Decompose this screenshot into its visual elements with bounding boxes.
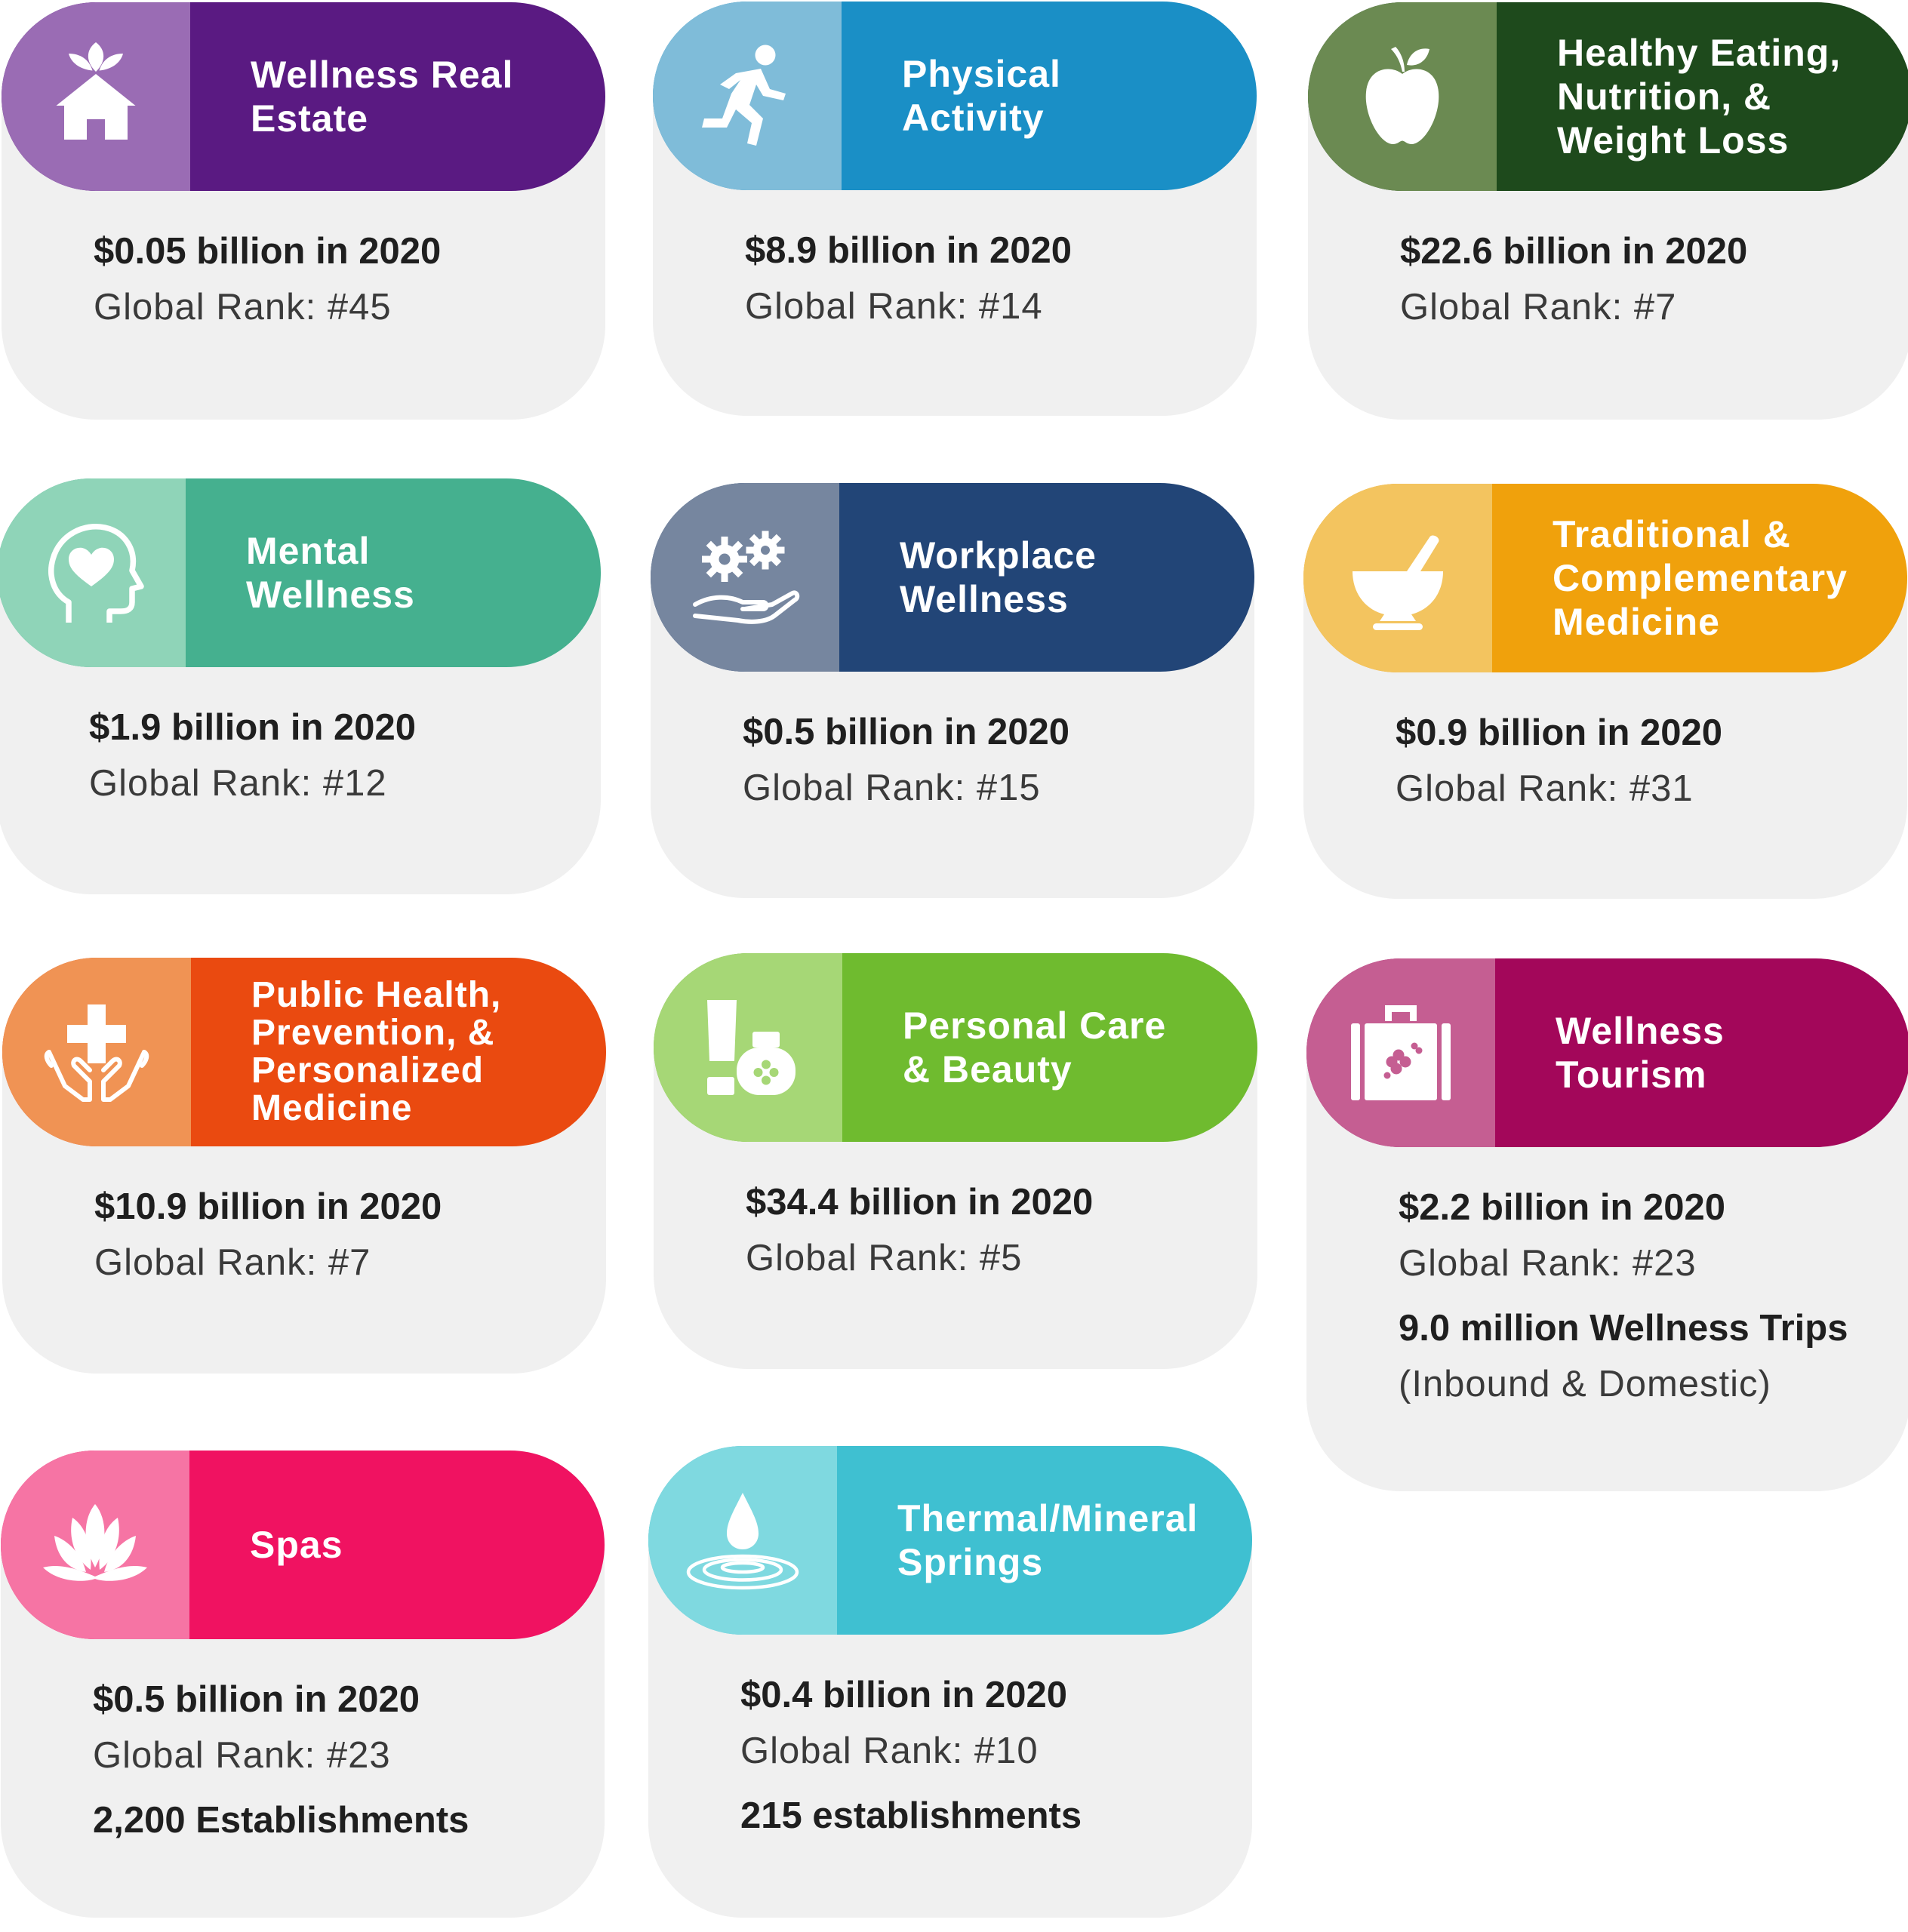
card-header: Wellness Real Estate xyxy=(2,2,605,191)
card-header: Thermal/Mineral Springs xyxy=(648,1446,1252,1635)
establishments: 2,200 Establishments xyxy=(93,1800,469,1841)
card-title: Mental Wellness xyxy=(246,530,415,616)
market-value: $22.6 billion in 2020 xyxy=(1400,231,1748,272)
card-wellness-tourism: Wellness Tourism $2.2 billion in 2020 Gl… xyxy=(1306,958,1908,1491)
suitcase-icon xyxy=(1306,958,1495,1147)
card-title: Public Health, Prevention, & Personalize… xyxy=(251,975,502,1128)
card-title: Wellness Real Estate xyxy=(251,54,514,140)
market-value: $0.5 billion in 2020 xyxy=(93,1679,420,1720)
card-mental-wellness: Mental Wellness $1.9 billion in 2020 Glo… xyxy=(0,478,601,894)
card-header: Mental Wellness xyxy=(0,478,601,667)
card-header: Personal Care & Beauty xyxy=(654,953,1257,1142)
global-rank: Global Rank: #31 xyxy=(1396,768,1694,809)
apple-icon xyxy=(1308,2,1497,191)
global-rank: Global Rank: #12 xyxy=(89,763,387,804)
card-title: Workplace Wellness xyxy=(900,534,1097,620)
card-header: Workplace Wellness xyxy=(651,483,1254,672)
establishments: 215 establishments xyxy=(740,1795,1082,1836)
card-title: Personal Care & Beauty xyxy=(903,1004,1167,1091)
card-spas: Spas $0.5 billion in 2020 Global Rank: #… xyxy=(1,1451,605,1918)
market-value: $0.05 billion in 2020 xyxy=(94,231,442,272)
card-thermal-springs: Thermal/Mineral Springs $0.4 billion in … xyxy=(648,1446,1252,1918)
card-title: Spas xyxy=(250,1524,343,1566)
card-title: Physical Activity xyxy=(902,53,1061,139)
market-value: $8.9 billion in 2020 xyxy=(745,230,1072,271)
head-heart-icon xyxy=(0,478,186,667)
hands-cross-icon xyxy=(2,958,191,1146)
global-rank: Global Rank: #7 xyxy=(94,1242,371,1283)
market-value: $1.9 billion in 2020 xyxy=(89,707,417,748)
wellness-trips-note: (Inbound & Domestic) xyxy=(1399,1364,1771,1404)
global-rank: Global Rank: #23 xyxy=(93,1735,391,1776)
global-rank: Global Rank: #5 xyxy=(746,1238,1023,1278)
global-rank: Global Rank: #14 xyxy=(745,286,1043,327)
card-header: Public Health, Prevention, & Personalize… xyxy=(2,958,606,1146)
card-physical-activity: Physical Activity $8.9 billion in 2020 G… xyxy=(653,2,1257,416)
cosmetics-icon xyxy=(654,953,842,1142)
market-value: $10.9 billion in 2020 xyxy=(94,1186,442,1227)
card-traditional-medicine: Traditional & Complementary Medicine $0.… xyxy=(1303,484,1907,899)
runner-icon xyxy=(653,2,842,190)
card-title: Thermal/Mineral Springs xyxy=(897,1497,1199,1583)
water-drop-icon xyxy=(648,1446,837,1635)
card-wellness-real-estate: Wellness Real Estate $0.05 billion in 20… xyxy=(2,2,605,420)
market-value: $0.5 billion in 2020 xyxy=(743,712,1070,752)
global-rank: Global Rank: #10 xyxy=(740,1730,1039,1771)
card-header: Spas xyxy=(1,1451,605,1639)
lotus-icon xyxy=(1,1451,189,1639)
card-workplace-wellness: Workplace Wellness $0.5 billion in 2020 … xyxy=(651,483,1254,898)
global-rank: Global Rank: #23 xyxy=(1399,1243,1697,1284)
house-leaf-icon xyxy=(2,2,190,191)
card-header: Wellness Tourism xyxy=(1306,958,1908,1147)
card-title: Traditional & Complementary Medicine xyxy=(1553,513,1848,643)
card-header: Healthy Eating, Nutrition, & Weight Loss xyxy=(1308,2,1908,191)
global-rank: Global Rank: #45 xyxy=(94,287,392,328)
global-rank: Global Rank: #7 xyxy=(1400,287,1677,328)
card-personal-care: Personal Care & Beauty $34.4 billion in … xyxy=(654,953,1257,1369)
card-header: Traditional & Complementary Medicine xyxy=(1303,484,1907,672)
global-rank: Global Rank: #15 xyxy=(743,768,1041,808)
market-value: $0.9 billion in 2020 xyxy=(1396,712,1723,753)
card-healthy-eating: Healthy Eating, Nutrition, & Weight Loss… xyxy=(1308,2,1908,420)
market-value: $34.4 billion in 2020 xyxy=(746,1182,1094,1223)
wellness-trips: 9.0 million Wellness Trips xyxy=(1399,1308,1848,1349)
card-header: Physical Activity xyxy=(653,2,1257,190)
market-value: $0.4 billion in 2020 xyxy=(740,1675,1068,1715)
market-value: $2.2 billion in 2020 xyxy=(1399,1187,1726,1228)
card-title: Healthy Eating, Nutrition, & Weight Loss xyxy=(1557,32,1842,162)
card-title: Wellness Tourism xyxy=(1556,1010,1725,1096)
card-public-health: Public Health, Prevention, & Personalize… xyxy=(2,958,606,1374)
mortar-pestle-icon xyxy=(1303,484,1492,672)
gears-hand-icon xyxy=(651,483,839,672)
